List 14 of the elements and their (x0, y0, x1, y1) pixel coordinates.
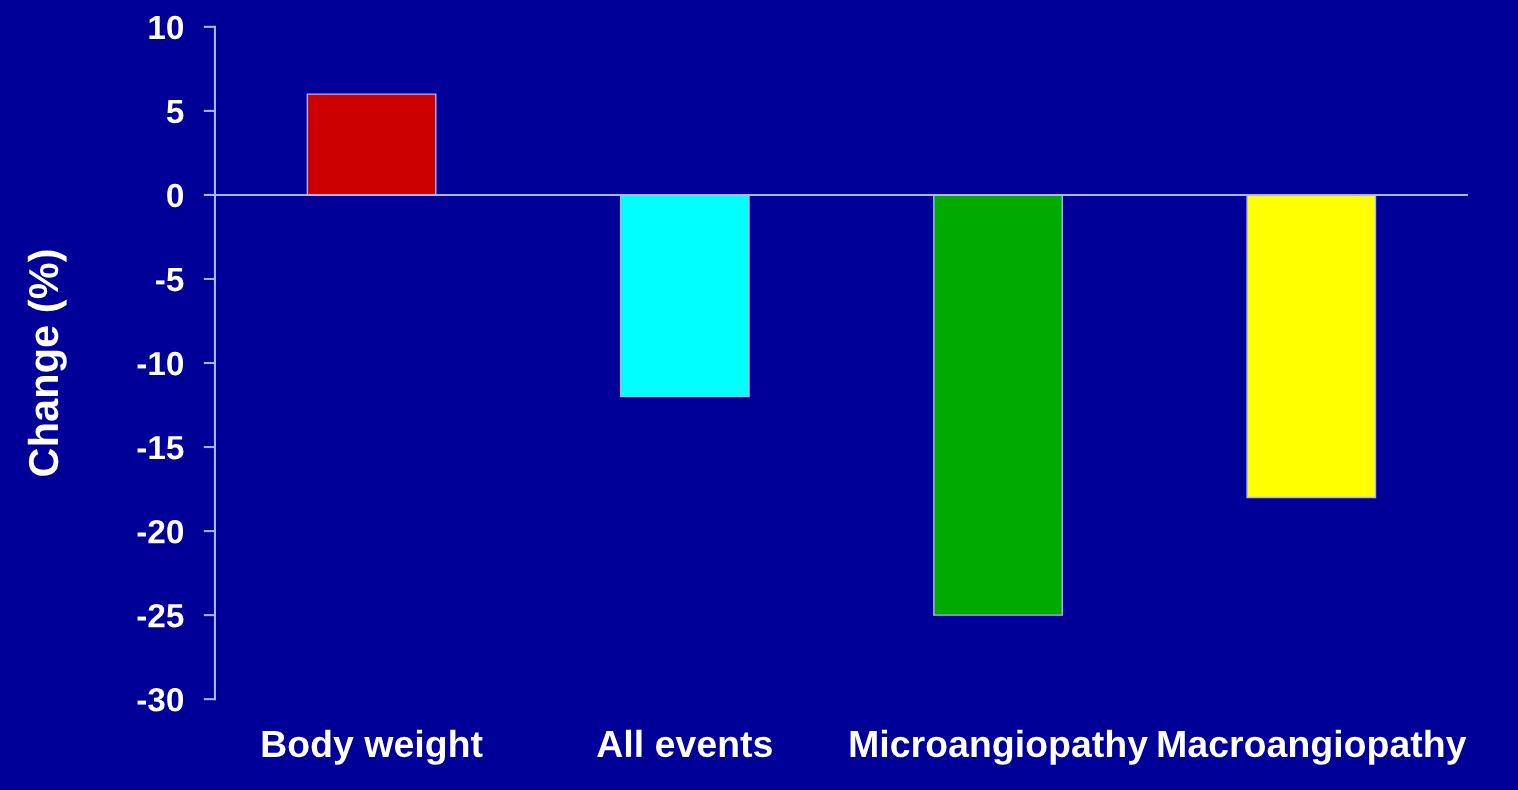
y-tick-label: -20 (137, 519, 184, 544)
y-tick-label: -25 (137, 603, 184, 628)
y-tick-label: -5 (156, 268, 184, 292)
y-tick-label: -30 (137, 687, 184, 712)
y-axis-title: Change (%) (27, 250, 67, 476)
y-tick-label: -10 (137, 351, 184, 376)
x-tick-label: Body weight (262, 729, 483, 765)
y-tick-label: 10 (149, 15, 184, 40)
x-tick-label: Macroangiopathy (1158, 729, 1467, 765)
y-tick-label: 5 (166, 100, 184, 124)
x-tick-label: Microangiopathy (850, 729, 1148, 765)
y-tick-label: 0 (167, 183, 184, 208)
x-tick-label: All events (597, 729, 772, 758)
y-tick-label: -15 (137, 436, 184, 460)
